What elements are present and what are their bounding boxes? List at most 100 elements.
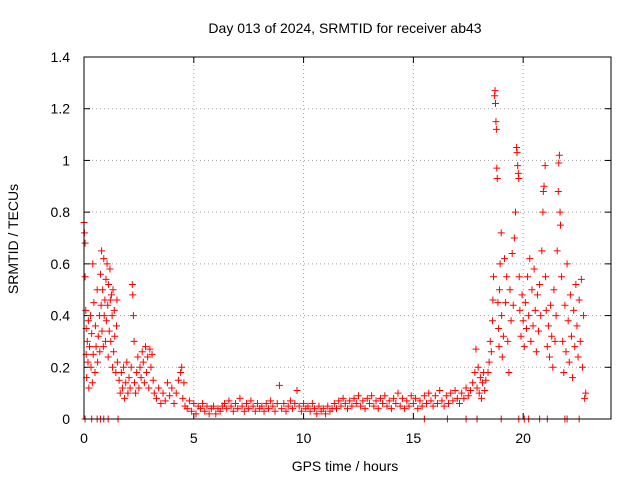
data-point [223, 405, 231, 413]
data-point [552, 312, 560, 320]
data-point [540, 182, 548, 190]
data-point [98, 247, 106, 255]
data-point [425, 389, 433, 397]
data-point [477, 394, 485, 402]
data-point [129, 312, 137, 320]
y-axis-label: SRMTID / TECUs [5, 184, 21, 294]
data-point [159, 389, 167, 397]
data-point [569, 374, 577, 382]
data-point [108, 312, 116, 320]
data-point [556, 208, 564, 216]
data-point [102, 275, 110, 283]
data-point [537, 312, 545, 320]
data-point [300, 399, 308, 407]
data-point [453, 394, 461, 402]
data-point [212, 410, 220, 418]
data-point [322, 410, 330, 418]
data-point [352, 399, 360, 407]
data-point [122, 379, 130, 387]
data-point [541, 162, 549, 170]
data-point [396, 402, 404, 410]
data-point [112, 322, 120, 330]
data-point [88, 330, 96, 338]
data-point [576, 337, 584, 345]
data-point [297, 407, 305, 415]
data-point [502, 299, 510, 307]
data-point [582, 389, 590, 397]
data-point [438, 397, 446, 405]
data-point [88, 379, 96, 387]
data-point [476, 374, 484, 382]
data-point [492, 125, 500, 133]
x-tick-label: 15 [406, 430, 422, 446]
data-point [161, 397, 169, 405]
x-tick-label: 5 [190, 430, 198, 446]
data-point [412, 394, 420, 402]
data-point [308, 399, 316, 407]
data-point [315, 402, 323, 410]
data-point [398, 394, 406, 402]
data-point [559, 337, 567, 345]
data-point [458, 389, 466, 397]
data-point [90, 299, 98, 307]
data-point [475, 389, 483, 397]
data-point [155, 384, 163, 392]
data-point [339, 394, 347, 402]
data-point [350, 394, 358, 402]
data-point [580, 312, 588, 320]
data-point [365, 399, 373, 407]
data-point [451, 387, 459, 395]
data-point [539, 187, 547, 195]
data-point [183, 405, 191, 413]
data-point [464, 392, 472, 400]
x-tick-label: 10 [296, 430, 312, 446]
data-point [89, 350, 97, 358]
data-point [521, 299, 529, 307]
data-point [126, 384, 134, 392]
data-point [530, 265, 538, 273]
data-point [346, 397, 354, 405]
data-point [131, 379, 139, 387]
data-point [554, 187, 562, 195]
data-point [473, 384, 481, 392]
data-point [116, 389, 124, 397]
data-point [81, 239, 89, 247]
data-point [135, 384, 143, 392]
data-point [515, 273, 523, 281]
data-point [403, 397, 411, 405]
data-point [518, 291, 526, 299]
data-point [542, 273, 550, 281]
data-point [170, 399, 178, 407]
data-point [121, 394, 129, 402]
data-point [97, 301, 105, 309]
data-point [531, 306, 539, 314]
data-point [546, 353, 554, 361]
data-point [146, 345, 154, 353]
data-point [174, 376, 182, 384]
data-point [138, 348, 146, 356]
data-point [536, 281, 544, 289]
data-point [561, 301, 569, 309]
data-point [376, 394, 384, 402]
y-tick-label: 0.4 [51, 308, 71, 324]
data-point [105, 327, 113, 335]
data-point [555, 151, 563, 159]
axis-ticks [83, 56, 611, 420]
data-point [558, 273, 566, 281]
data-point [445, 399, 453, 407]
data-point [491, 87, 499, 95]
data-point [487, 348, 495, 356]
data-point [504, 337, 512, 345]
data-point [348, 402, 356, 410]
data-point [201, 407, 209, 415]
data-point [484, 368, 492, 376]
data-point [409, 399, 417, 407]
data-point [571, 343, 579, 351]
data-point [405, 402, 413, 410]
data-point [242, 399, 250, 407]
data-point [462, 384, 470, 392]
data-point [247, 397, 255, 405]
plot-frame [83, 56, 612, 420]
data-point [361, 405, 369, 413]
data-point [120, 363, 128, 371]
